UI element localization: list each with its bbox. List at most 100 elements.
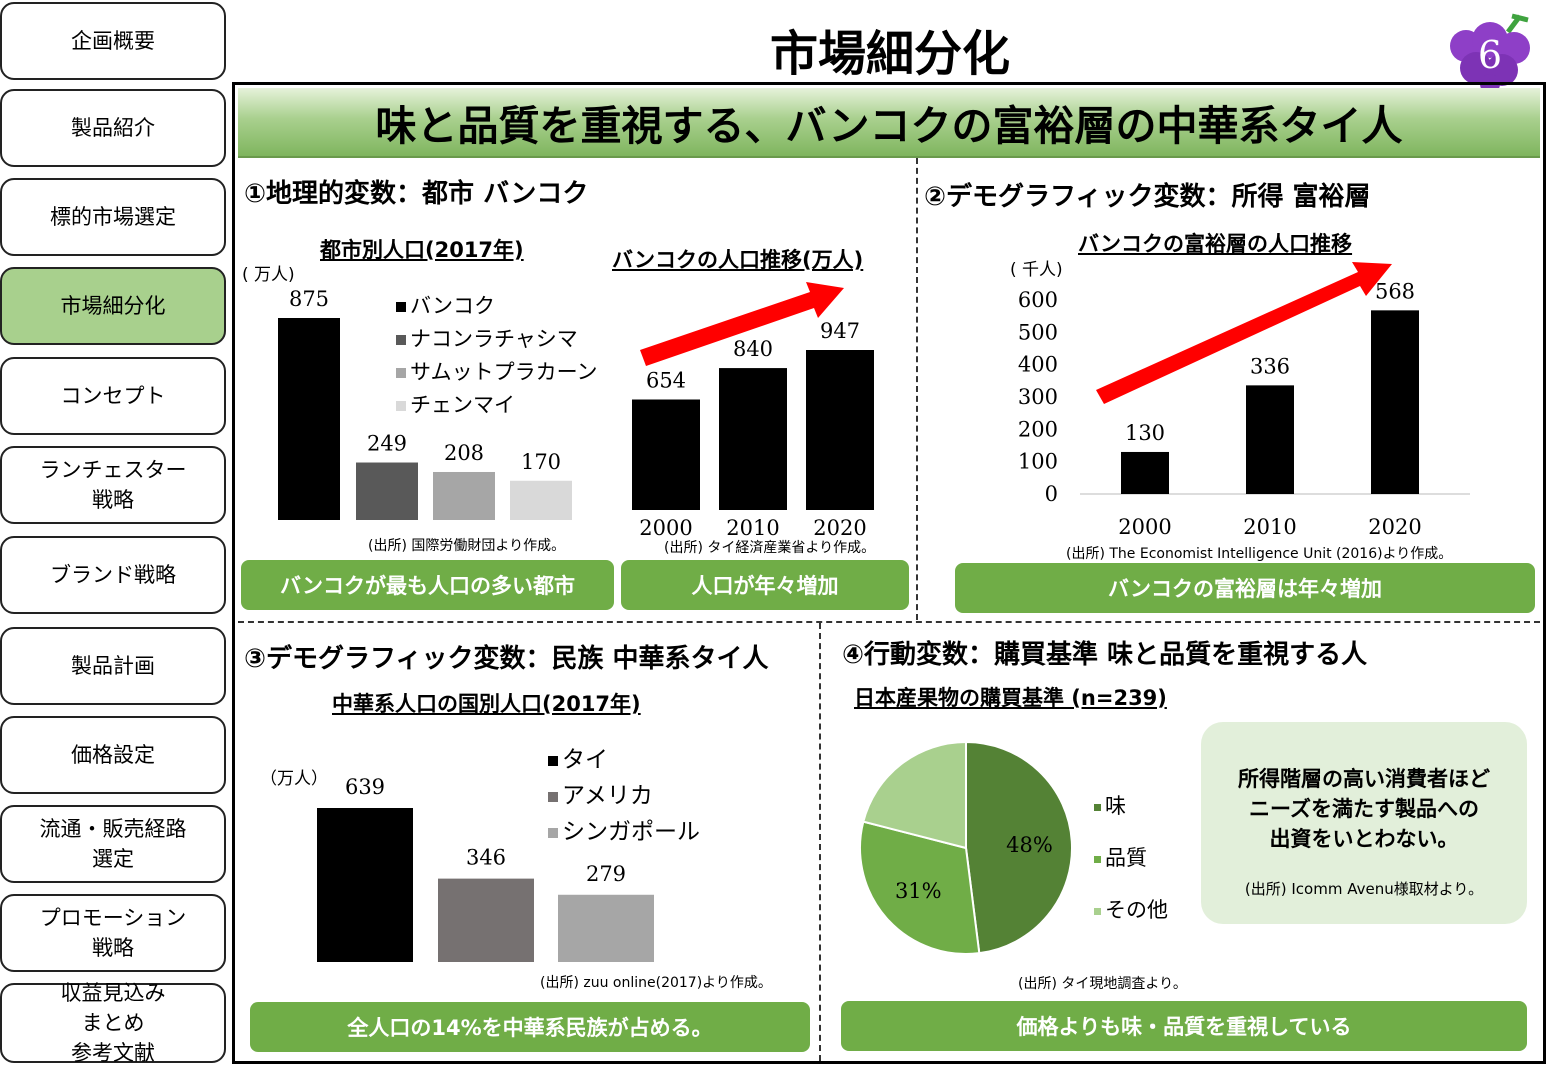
legend-swatch [548,755,558,766]
nav-item-concept[interactable]: コンセプト [0,357,226,435]
y-tick-label: 600 [1018,288,1058,312]
bar [1371,310,1419,494]
data-label: 947 [820,319,860,343]
page-title: 市場細分化 [769,26,1010,82]
legend-item: バンコク [396,290,495,320]
data-label: 170 [521,450,561,474]
page-number: 6 [1478,33,1502,77]
x-tick-label: 2010 [1243,515,1296,539]
nav-item-distribution[interactable]: 流通・販売経路 選定 [0,805,226,883]
bar [632,399,700,510]
legend-label: タイ [562,747,608,773]
grape-icon: 6 [1450,13,1530,94]
bar [356,462,418,520]
slice-label: 48% [1006,833,1053,857]
chart-4-title: 中華系人口の国別人口(2017年) [332,692,641,716]
bar [558,894,654,962]
nav-item-pricing[interactable]: 価格設定 [0,716,226,794]
divider [819,623,821,1061]
bar [317,808,413,962]
nav-item-product-plan[interactable]: 製品計画 [0,627,226,705]
nav-item-overview[interactable]: 企画概要 [0,2,226,80]
legend-item: チェンマイ [396,389,515,419]
bar [278,318,340,520]
chart-4-bars: 639 346 279 [317,775,654,962]
divider [238,621,1540,623]
legend-item: その他 [1094,894,1168,924]
y-tick-label: 0 [1045,482,1058,506]
y-tick-label: 100 [1018,450,1058,474]
legend-label: バンコク [410,294,496,318]
content-frame [232,82,1546,1064]
legend-item: ナコンラチャシマ [396,323,578,353]
legend-swatch [548,827,558,838]
legend-swatch [396,302,406,312]
legend-label: 品質 [1105,846,1147,870]
chart-1-unit: ( 万人) [242,265,295,285]
bar [510,480,572,520]
data-label: 568 [1375,279,1415,303]
legend-swatch [1094,803,1101,811]
conclusion-3: バンコクの富裕層は年々増加 [955,563,1535,613]
data-label: 840 [733,337,773,361]
pie-slice [862,740,967,850]
nav-item-product-intro[interactable]: 製品紹介 [0,89,226,167]
nav-item-revenue[interactable]: 収益見込み まとめ 参考文献 [0,981,226,1065]
callout-source: (出所) Icomm Avenu様取材より。 [1244,880,1484,898]
divider [916,158,918,620]
data-label: 249 [367,432,407,456]
legend-label: シンガポール [562,819,700,845]
trend-arrow [1096,262,1392,404]
data-label: 336 [1250,354,1290,378]
legend-label: サムットプラカーン [410,360,598,384]
pie-slice [859,820,981,955]
legend-label: その他 [1105,898,1168,922]
chart-3-bars: 0 100 200 300 400 500 600 130 2000 336 2010 568 2020 [1018,262,1470,539]
bar [438,878,534,962]
data-label: 639 [345,775,385,799]
data-label: 130 [1125,421,1165,445]
bar [1246,385,1294,494]
legend-swatch [396,401,406,411]
headline-banner: 味と品質を重視する、バンコクの富裕層の中華系タイ人 [238,88,1540,158]
x-tick-label: 2000 [1118,515,1171,539]
bar [806,350,874,510]
legend-label: チェンマイ [410,393,515,417]
data-label: 208 [444,441,484,465]
chart-2-title: バンコクの人口推移(万人) [612,248,864,272]
pie-slice [965,740,1073,955]
data-label: 346 [466,846,506,870]
chart-4-unit: （万人） [260,769,328,789]
legend-item: サムットプラカーン [396,356,598,386]
chart-3-unit: ( 千人) [1010,260,1063,280]
nav-item-segmentation[interactable]: 市場細分化 [0,267,226,345]
chart-5-pie: 48% 31% [859,740,1073,955]
legend-item: アメリカ [548,776,653,810]
y-tick-label: 400 [1018,353,1058,377]
source-note: (出所) The Economist Intelligence Unit (20… [1066,546,1453,562]
y-tick-label: 200 [1018,417,1058,441]
nav-item-brand[interactable]: ブランド戦略 [0,536,226,614]
section-3-heading: ③デモグラフィック変数：民族 中華系タイ人 [244,644,769,674]
legend-item: タイ [548,740,608,774]
nav-item-lanchester[interactable]: ランチェスター 戦略 [0,446,226,524]
section-2-heading: ②デモグラフィック変数：所得 富裕層 [924,182,1371,212]
x-tick-label: 2000 [639,516,692,540]
slice-label: 31% [895,879,942,903]
x-tick-label: 2020 [813,516,866,540]
nav-item-promotion[interactable]: プロモーション 戦略 [0,894,226,972]
source-note: (出所) タイ現地調査より。 [1018,976,1187,992]
legend-swatch [1094,855,1101,863]
conclusion-4: 全人口の14%を中華系民族が占める。 [250,1002,810,1052]
chart-2-bars: 654 2000 840 2010 947 2020 [632,282,874,540]
chart-1-title: 都市別人口(2017年) [320,238,524,262]
legend-swatch [548,791,558,802]
data-label: 279 [586,862,626,886]
legend-swatch [396,368,406,378]
bar [719,368,787,510]
legend-item: 品質 [1094,842,1147,872]
insight-callout: 所得階層の高い消費者ほど ニーズを満たす製品への 出資をいとわない。 (出所) … [1201,722,1527,924]
nav-item-target-market[interactable]: 標的市場選定 [0,178,226,256]
source-note: (出所) タイ経済産業省より作成。 [664,540,876,556]
y-tick-label: 500 [1018,320,1058,344]
